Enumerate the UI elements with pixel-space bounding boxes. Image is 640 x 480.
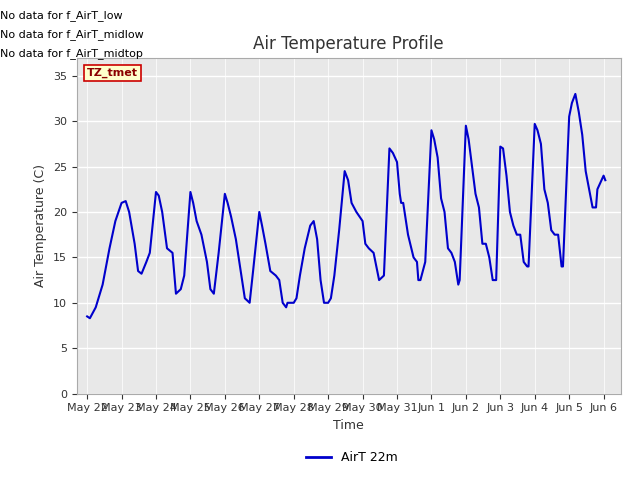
Y-axis label: Air Temperature (C): Air Temperature (C)	[35, 164, 47, 287]
Text: TZ_tmet: TZ_tmet	[87, 68, 138, 78]
Legend: AirT 22m: AirT 22m	[301, 446, 403, 469]
X-axis label: Time: Time	[333, 419, 364, 432]
Title: Air Temperature Profile: Air Temperature Profile	[253, 35, 444, 53]
Text: No data for f_AirT_low: No data for f_AirT_low	[0, 10, 123, 21]
Text: No data for f_AirT_midtop: No data for f_AirT_midtop	[0, 48, 143, 59]
Text: No data for f_AirT_midlow: No data for f_AirT_midlow	[0, 29, 144, 40]
